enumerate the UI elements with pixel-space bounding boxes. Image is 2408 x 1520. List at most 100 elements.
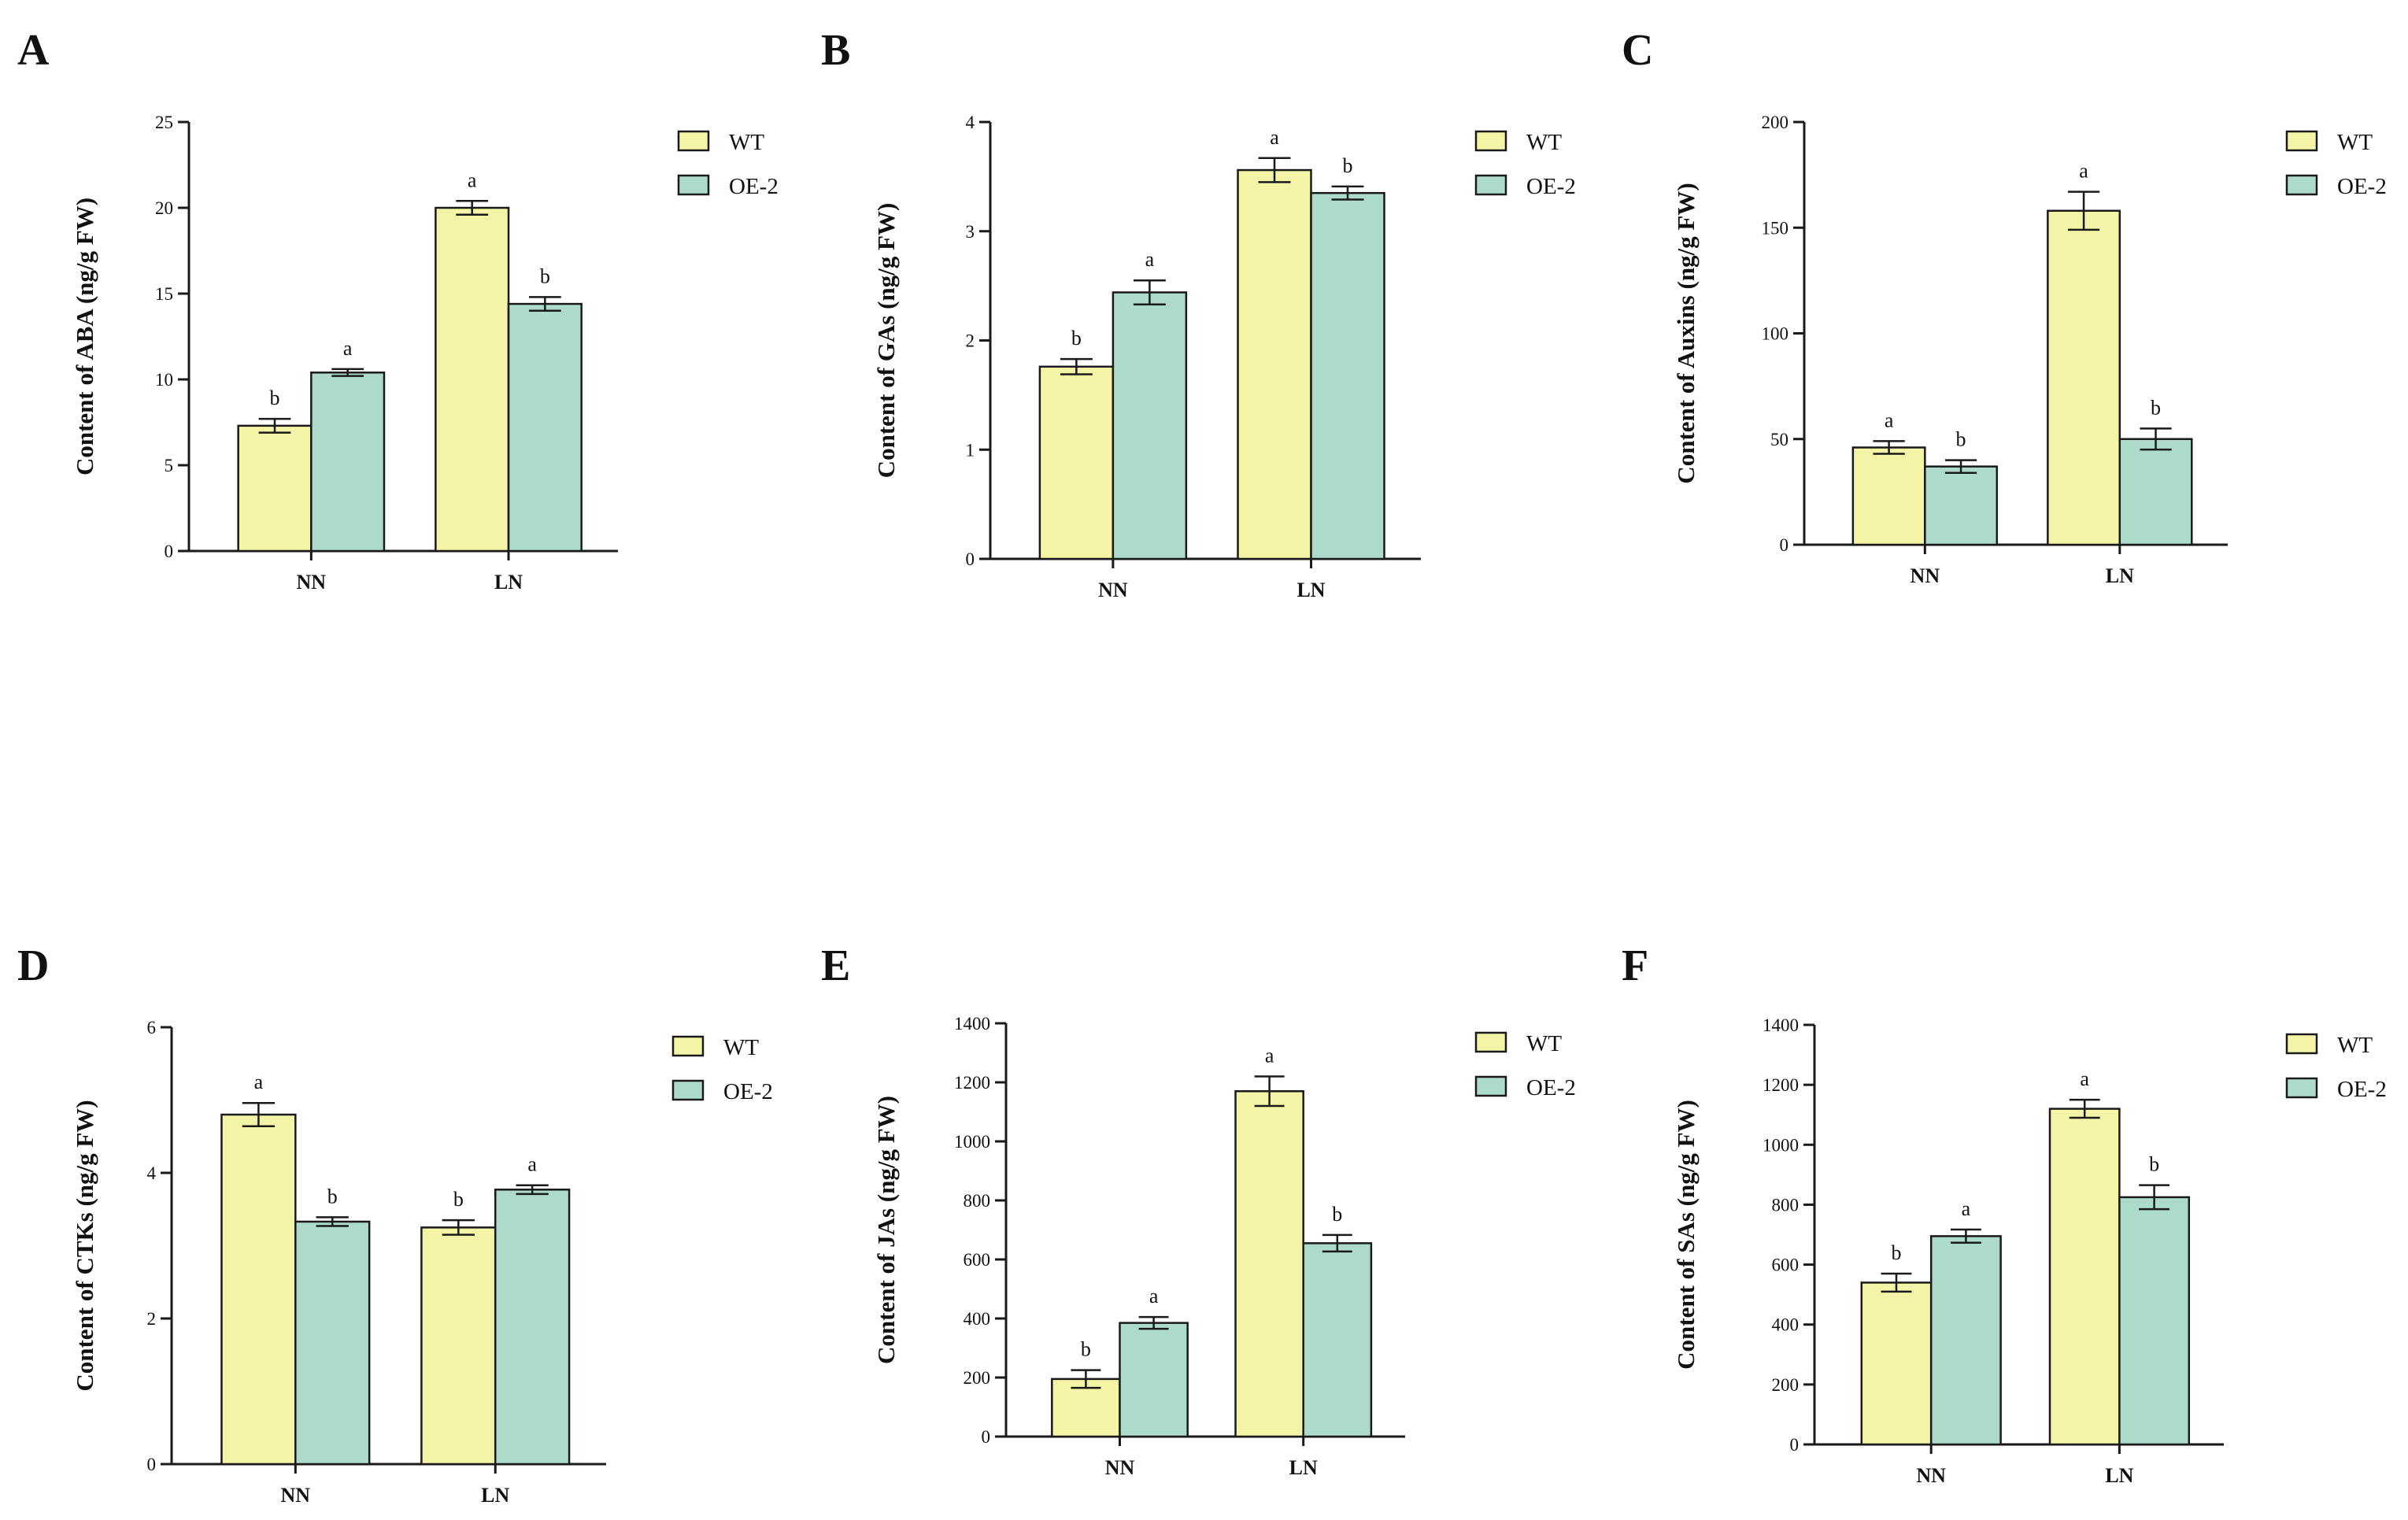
significance-letter: b (1892, 1241, 1902, 1264)
legend-swatch (1474, 130, 1507, 152)
panel-letter: F (1622, 941, 1648, 990)
y-tick-label: 1200 (1763, 1075, 1799, 1095)
x-category-label: LN (1296, 579, 1325, 601)
bar-oe-2-ln (2118, 1196, 2191, 1446)
y-tick-label: 600 (1772, 1256, 1800, 1275)
significance-letter: b (1343, 154, 1353, 177)
bar-oe-2-ln (494, 1189, 571, 1466)
legend-label: OE-2 (1526, 174, 1576, 199)
bar-wt-ln (1234, 1090, 1304, 1438)
y-tick-label: 200 (964, 1368, 991, 1388)
bar-oe-2-nn (310, 372, 386, 553)
x-category-label: LN (2106, 564, 2134, 587)
bar-oe-2-ln (1302, 1242, 1373, 1438)
significance-letter: a (1149, 1285, 1159, 1307)
significance-letter: a (343, 337, 353, 360)
y-tick-label: 800 (964, 1191, 991, 1211)
legend-swatch (671, 1079, 705, 1101)
significance-letter: a (1885, 409, 1894, 431)
significance-letter: b (2151, 396, 2161, 419)
y-axis-label: Content of Auxins (ng/g FW) (1672, 183, 1700, 483)
y-tick-label: 1 (966, 440, 975, 460)
y-tick-label: 1400 (1763, 1015, 1799, 1035)
bar-oe-2-nn (1924, 465, 1999, 546)
significance-letter: b (453, 1188, 464, 1211)
y-tick-label: 6 (147, 1018, 157, 1037)
y-tick-label: 400 (964, 1309, 991, 1329)
legend-label: WT (723, 1035, 759, 1060)
y-tick-label: 1000 (1763, 1135, 1799, 1155)
legend-swatch (2285, 1077, 2318, 1099)
legend-label: OE-2 (1526, 1075, 1576, 1100)
legend-label: WT (1526, 1031, 1562, 1056)
chart-panel-c: C 0 50 100 150 200 Content of Auxins (ng/g FW)… (1622, 26, 2387, 587)
bar-oe-2-ln (1310, 191, 1385, 560)
y-tick-label: 400 (1772, 1315, 1800, 1335)
y-axis-label: Content of CTKs (ng/g FW) (71, 1100, 98, 1391)
x-category-label: NN (1910, 564, 1940, 587)
legend-swatch (2285, 130, 2318, 152)
chart-panel-a: A 0 5 10 15 20 25 Content of ABA (ng/g FW) NN b a L… (17, 26, 779, 594)
legend-label: WT (729, 130, 764, 155)
y-tick-label: 0 (147, 1455, 157, 1474)
significance-letter: a (1265, 1045, 1274, 1067)
bar-oe-2-ln (507, 302, 583, 553)
y-tick-label: 4 (147, 1163, 157, 1183)
x-category-label: NN (297, 571, 327, 594)
bar-wt-nn (1851, 446, 1926, 546)
y-tick-label: 600 (964, 1250, 991, 1270)
legend-swatch (1474, 1031, 1507, 1053)
x-category-label: LN (2105, 1464, 2133, 1487)
significance-letter: b (1956, 428, 1966, 451)
y-tick-label: 150 (1762, 218, 1789, 238)
legend-swatch (1474, 174, 1507, 196)
significance-letter: a (527, 1153, 537, 1176)
y-tick-label: 200 (1762, 113, 1789, 132)
bar-oe-2-nn (1112, 291, 1188, 560)
bar-wt-nn (1038, 365, 1115, 560)
significance-letter: b (270, 386, 280, 409)
significance-letter: b (1081, 1338, 1091, 1361)
y-axis-label: Content of JAs (ng/g FW) (872, 1096, 900, 1364)
panel-letter: C (1622, 26, 1653, 75)
legend-swatch (2285, 1033, 2318, 1055)
y-tick-label: 200 (1772, 1375, 1800, 1395)
chart-panel-e: E 0 200 400 600 800 1000 1200 1400 Content of JAs… (821, 941, 1576, 1479)
legend-swatch (1474, 1075, 1507, 1097)
bar-oe-2-ln (2118, 438, 2193, 546)
significance-letter: a (2079, 160, 2088, 183)
significance-letter: b (1071, 327, 1082, 349)
legend-label: OE-2 (729, 174, 779, 199)
significance-letter: b (540, 264, 550, 287)
y-tick-label: 10 (155, 370, 173, 390)
y-tick-label: 1000 (954, 1132, 990, 1152)
y-tick-label: 3 (966, 222, 975, 242)
significance-letter: b (327, 1185, 338, 1207)
y-tick-label: 0 (165, 542, 174, 561)
y-tick-label: 800 (1772, 1195, 1800, 1215)
x-category-label: NN (1105, 1456, 1135, 1479)
y-tick-label: 0 (1780, 535, 1789, 555)
significance-letter: a (2080, 1067, 2089, 1090)
y-tick-label: 2 (966, 331, 975, 351)
chart-panel-d: D 0 2 4 6 Content of CTKs (ng/g FW) NN a b LN b a WT… (17, 941, 773, 1507)
significance-letter: a (1145, 248, 1155, 271)
chart-panel-b: B 0 1 2 3 4 Content of GAs (ng/g FW) NN b a LN a b WT… (821, 26, 1576, 601)
y-tick-label: 4 (966, 113, 975, 132)
bar-wt-ln (2047, 209, 2121, 546)
bar-oe-2-nn (294, 1220, 371, 1466)
panel-letter: B (821, 26, 850, 75)
bar-wt-ln (420, 1226, 497, 1466)
bar-wt-nn (1860, 1281, 1933, 1446)
significance-letter: b (1332, 1203, 1342, 1226)
legend-swatch (671, 1035, 705, 1057)
bar-wt-ln (2048, 1108, 2121, 1446)
x-category-label: NN (1916, 1464, 1946, 1487)
legend-label: OE-2 (2337, 1077, 2387, 1102)
y-tick-label: 100 (1762, 324, 1789, 344)
y-tick-label: 15 (155, 284, 173, 304)
legend-label: OE-2 (2337, 174, 2387, 199)
legend-swatch (677, 130, 710, 152)
significance-letter: a (254, 1071, 264, 1093)
